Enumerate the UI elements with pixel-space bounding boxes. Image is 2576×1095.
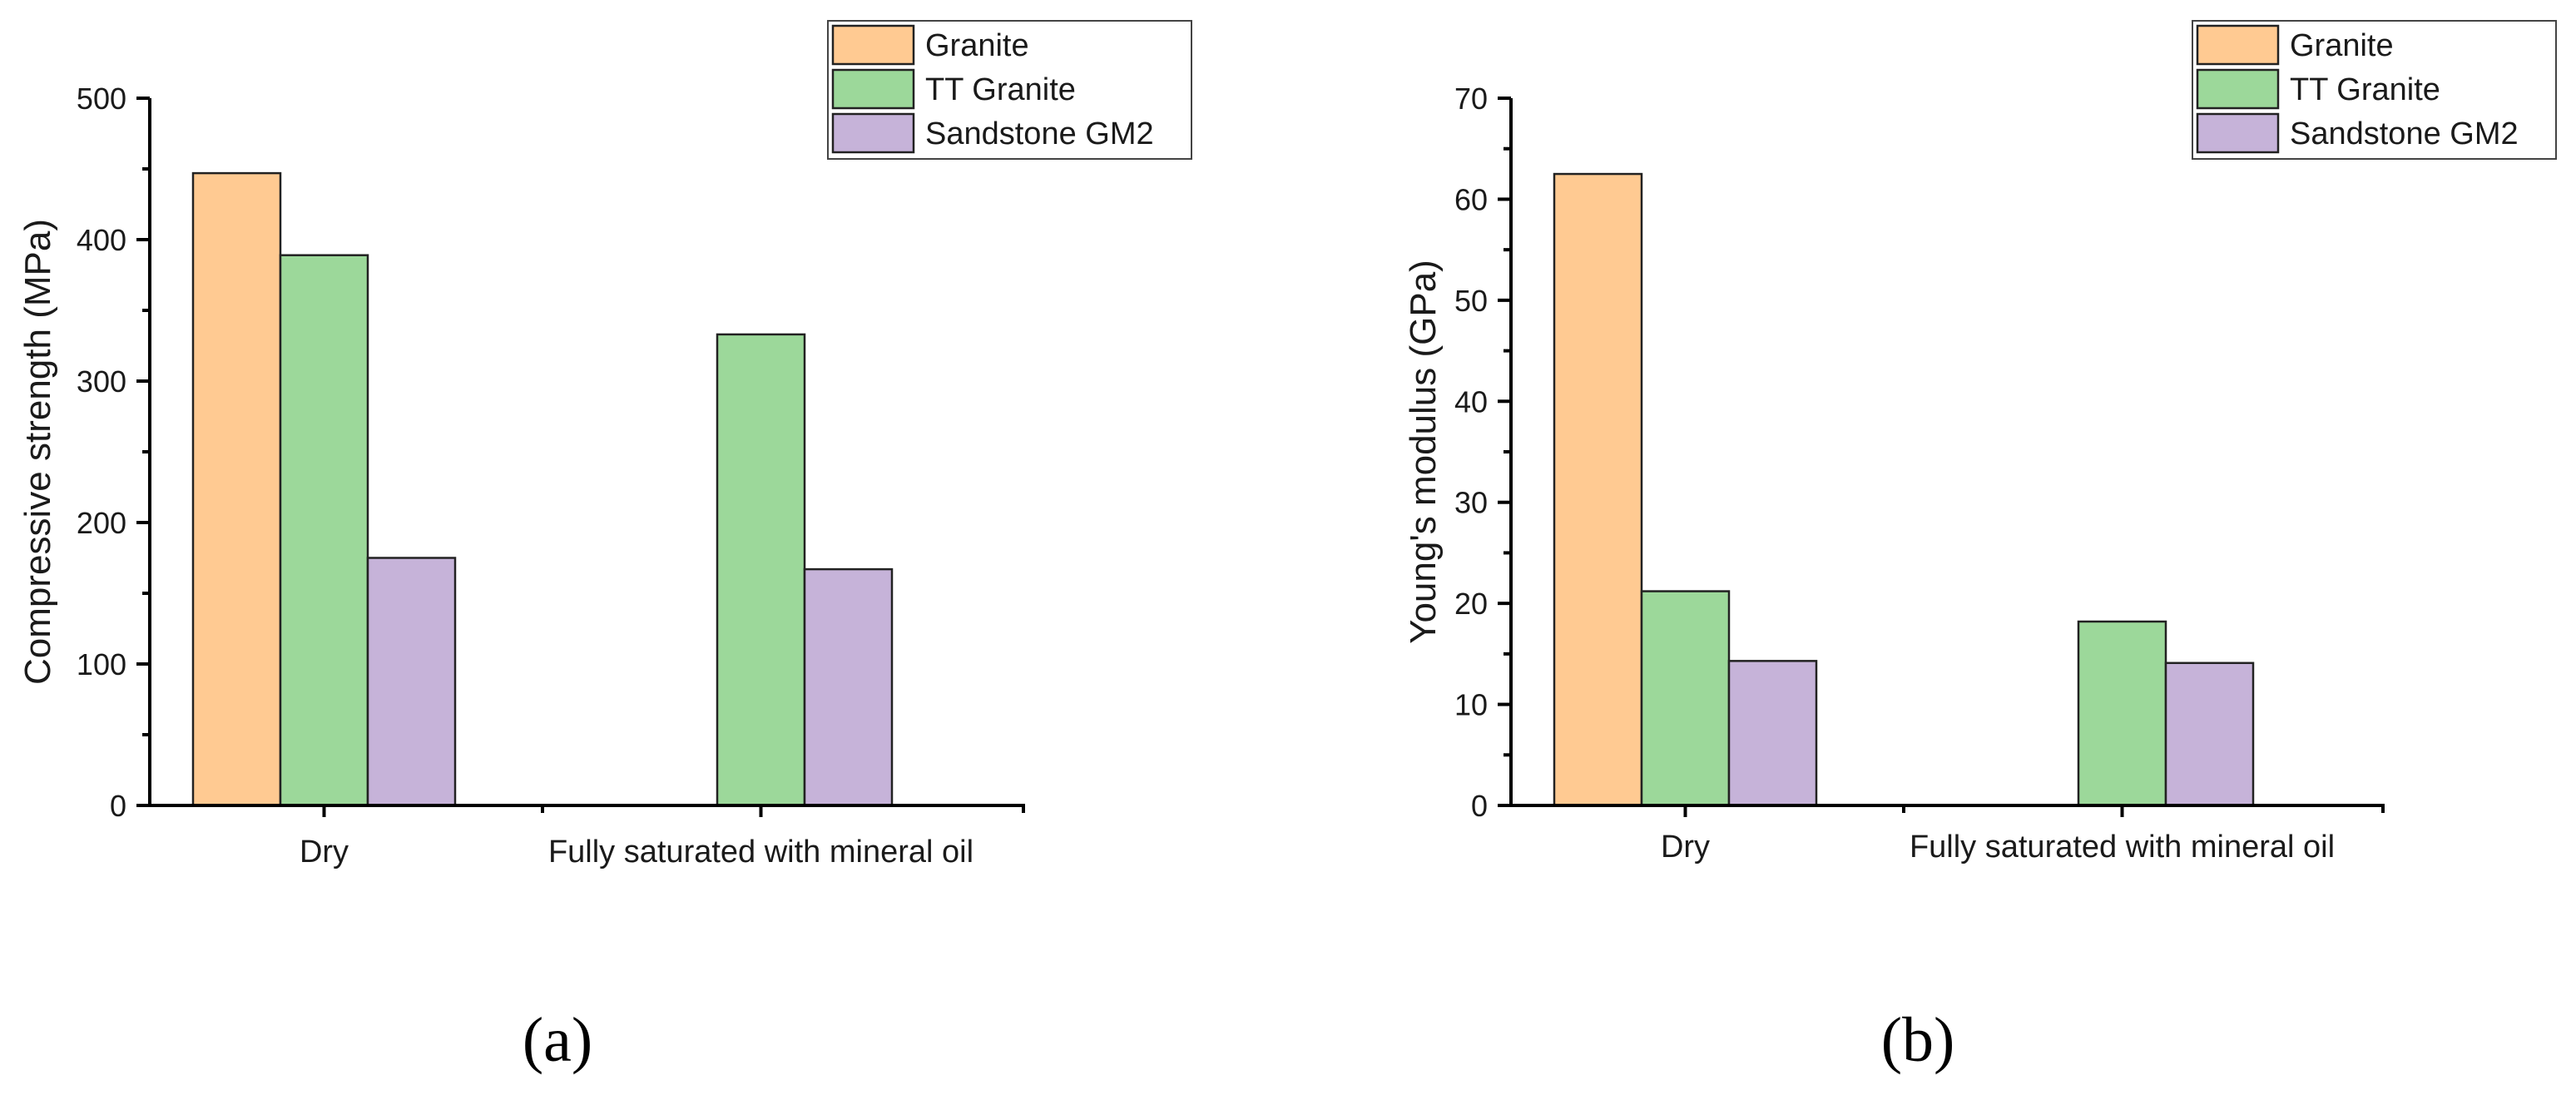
bar-tt-granite-dry — [279, 254, 369, 807]
bar-sandstone-gm2-dry — [366, 557, 457, 807]
y-tick-label: 50 — [1454, 284, 1488, 318]
legend-swatch — [2196, 112, 2280, 154]
legend-swatch — [831, 24, 915, 66]
y-axis-title: Compressive strength (MPa) — [17, 219, 58, 685]
legend-label: Granite — [2290, 28, 2394, 63]
y-tick-label: 0 — [110, 789, 126, 823]
y-tick-label: 30 — [1454, 486, 1488, 520]
bar-sandstone-gm2-fully — [803, 567, 894, 807]
legend-swatch — [2196, 24, 2280, 66]
bar-tt-granite-dry — [1640, 590, 1731, 807]
x-category-label: Dry — [1661, 830, 1710, 865]
legend-swatch — [2196, 68, 2280, 110]
y-tick-label: 0 — [1471, 789, 1488, 823]
bar-granite-dry — [1553, 172, 1643, 807]
legend-label: Sandstone GM2 — [2290, 116, 2519, 151]
bar-granite-dry — [191, 171, 282, 807]
panel-label: (b) — [1881, 1005, 1955, 1075]
chart-panel-a: 0 100 200 300 400 500 Dry Fully saturated with … — [17, 20, 1192, 1075]
y-tick-label: 100 — [77, 647, 126, 681]
x-category-label: Fully saturated with mineral oil — [1910, 830, 2335, 865]
y-tick-label: 500 — [77, 82, 126, 116]
y-tick-label: 60 — [1454, 182, 1488, 216]
y-tick-label: 400 — [77, 223, 126, 257]
y-tick-label: 10 — [1454, 688, 1488, 722]
y-tick-label: 300 — [77, 364, 126, 399]
legend-label: Sandstone GM2 — [925, 116, 1154, 151]
bar-tt-granite-fully — [2077, 620, 2167, 807]
y-tick-label: 200 — [77, 506, 126, 540]
panel-label: (a) — [523, 1005, 592, 1075]
x-category-label: Fully saturated with mineral oil — [548, 835, 973, 870]
y-tick-label: 20 — [1454, 587, 1488, 621]
y-tick-label: 40 — [1454, 384, 1488, 419]
legend-swatch — [831, 68, 915, 110]
legend-swatch — [831, 112, 915, 154]
bar-sandstone-gm2-dry — [1727, 660, 1818, 807]
legend: Granite TT Granite Sandstone GM2 — [2192, 20, 2557, 160]
legend-label: Granite — [925, 28, 1029, 63]
bar-sandstone-gm2-fully — [2164, 661, 2255, 807]
chart-panel-b: 0 10 20 30 40 50 60 70 Dry Fully saturated with m… — [1403, 20, 2557, 1075]
y-tick-label: 70 — [1454, 82, 1488, 116]
bar-tt-granite-fully — [716, 333, 806, 807]
legend-label: TT Granite — [925, 72, 1076, 107]
y-axis-title: Young's modulus (GPa) — [1403, 260, 1444, 644]
legend: Granite TT Granite Sandstone GM2 — [827, 20, 1192, 160]
legend-label: TT Granite — [2290, 72, 2440, 107]
x-category-label: Dry — [300, 835, 349, 870]
